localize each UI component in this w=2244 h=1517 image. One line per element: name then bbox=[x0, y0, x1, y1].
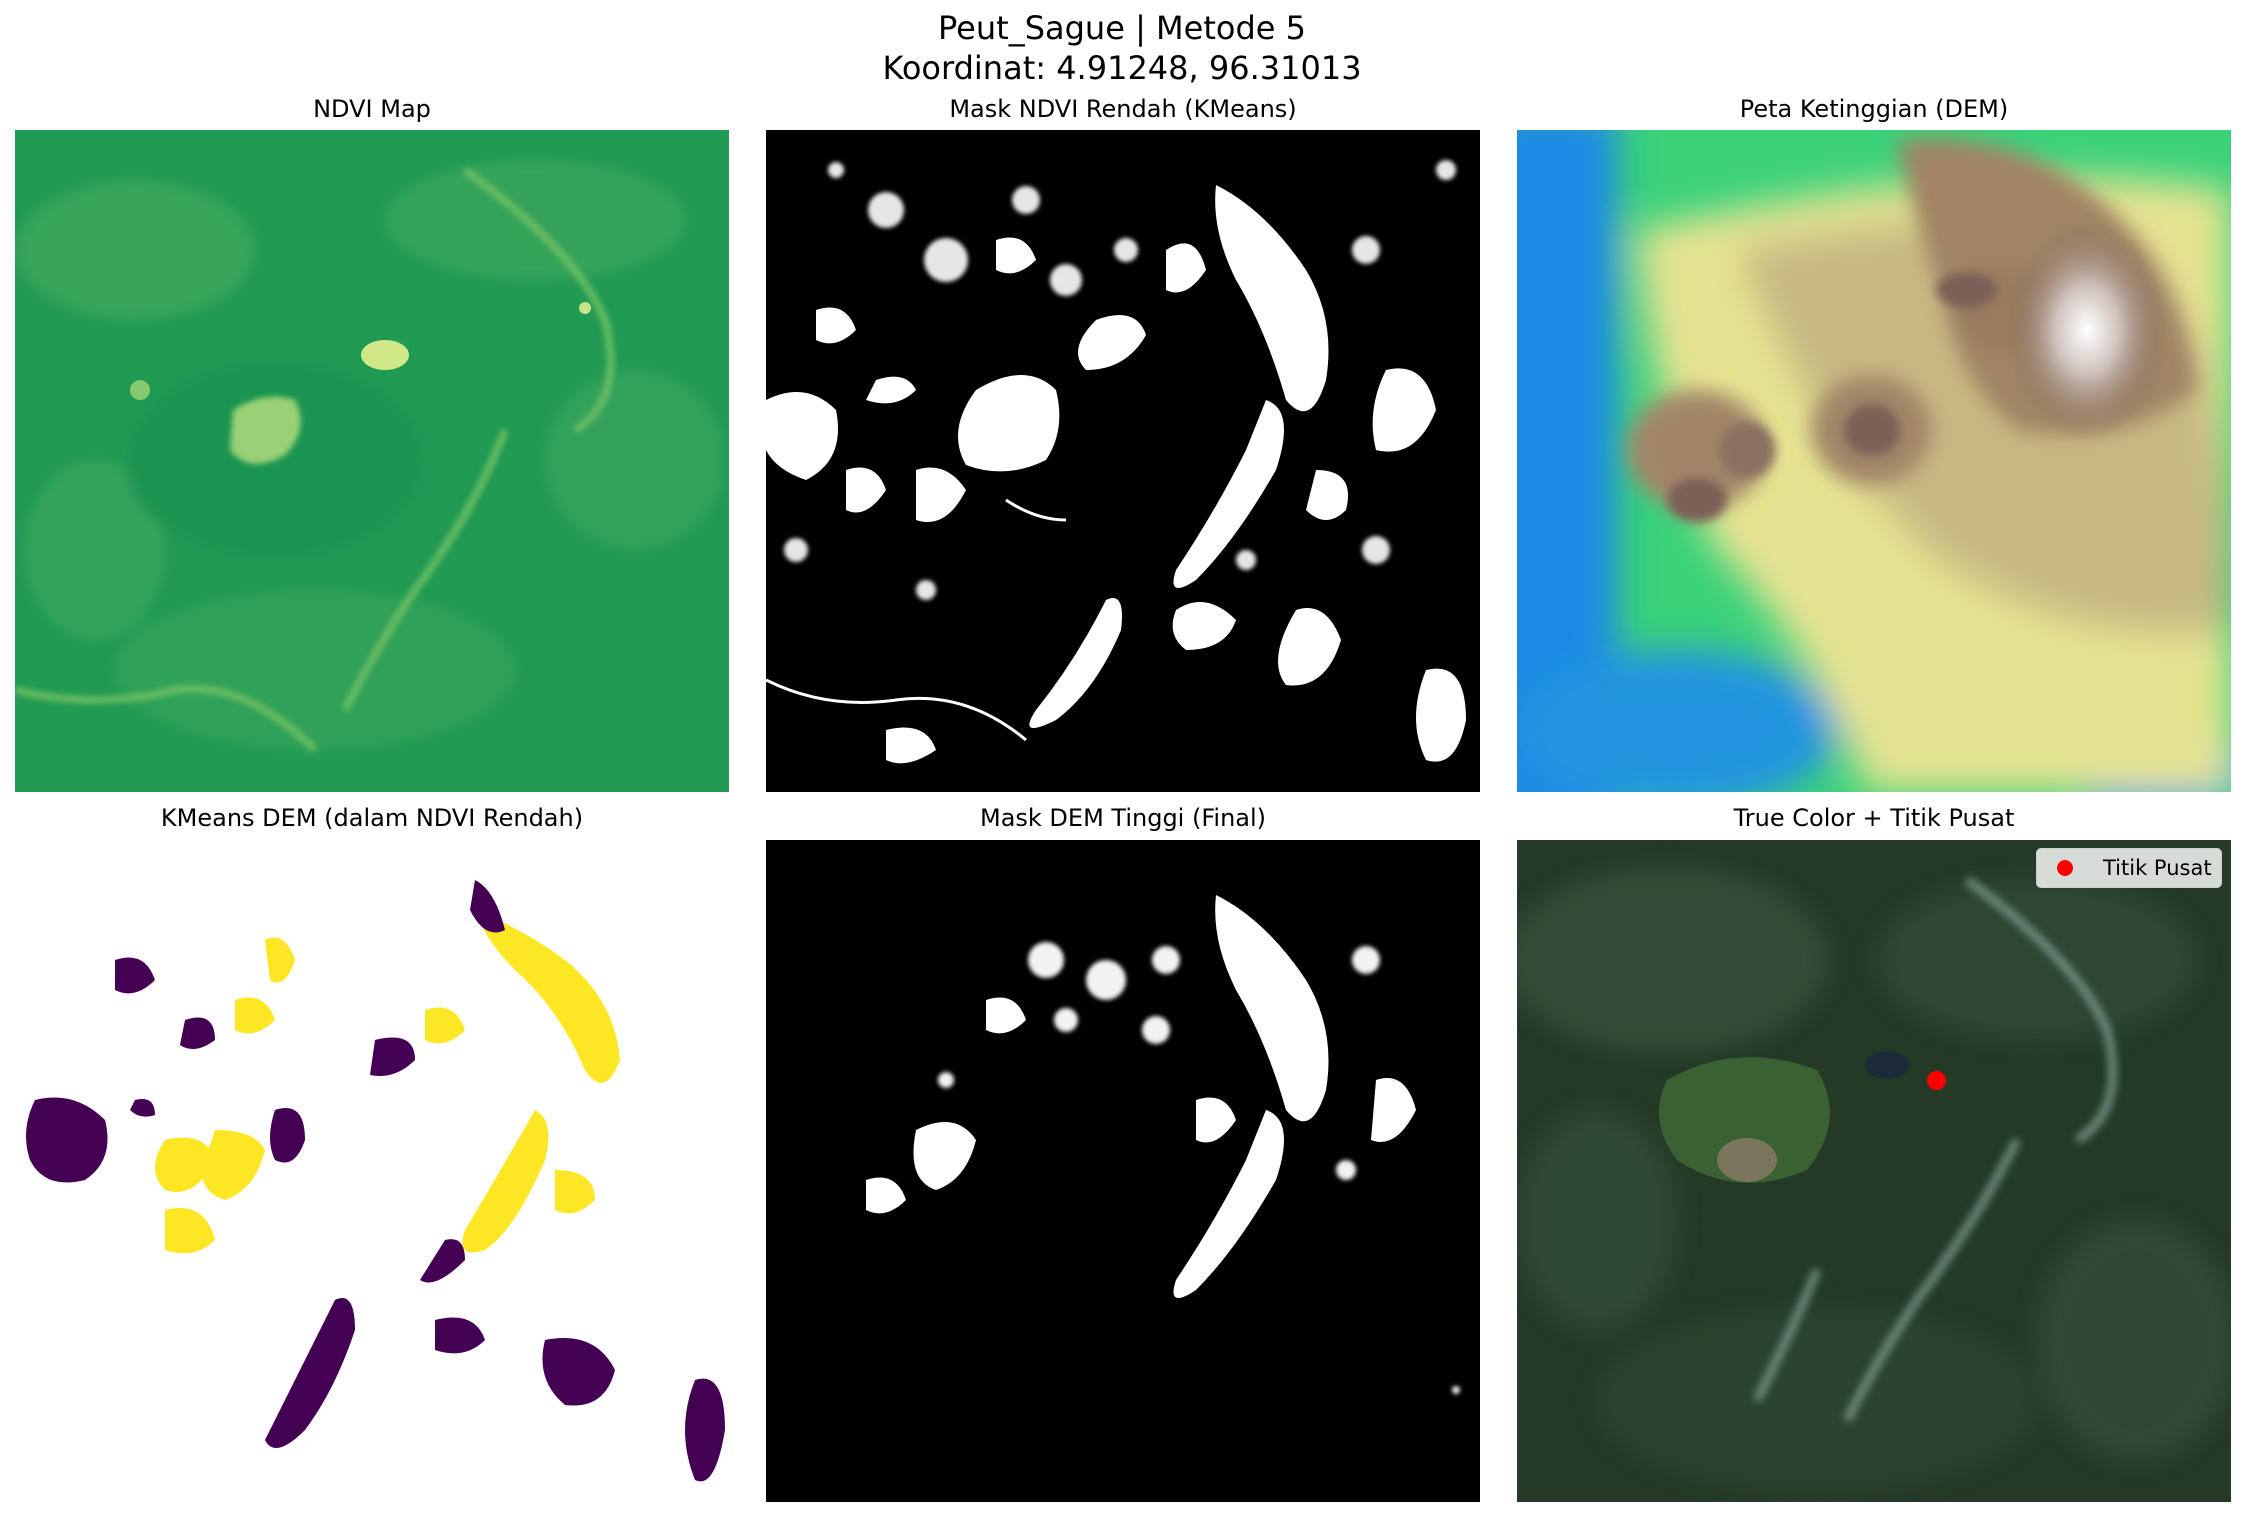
figure-title-line2: Koordinat: 4.91248, 96.31013 bbox=[882, 49, 1362, 87]
panel-title-dem: Peta Ketinggian (DEM) bbox=[1739, 95, 2009, 123]
titik-pusat-marker bbox=[1927, 1071, 1946, 1090]
panel-title-kmeans-dem: KMeans DEM (dalam NDVI Rendah) bbox=[160, 804, 584, 832]
panel-title-mask-ndvi: Mask NDVI Rendah (KMeans) bbox=[949, 95, 1297, 123]
panel-title-true-color: True Color + Titik Pusat bbox=[1733, 804, 2015, 832]
legend-label: Titik Pusat bbox=[2103, 856, 2212, 880]
panel-title-mask-dem: Mask DEM Tinggi (Final) bbox=[979, 804, 1267, 832]
panel-title-ndvi-map: NDVI Map bbox=[313, 95, 431, 123]
ndvi-map-image bbox=[15, 130, 729, 792]
legend: Titik Pusat bbox=[2036, 848, 2222, 888]
kmeans-dem-image bbox=[15, 840, 729, 1502]
mask-dem-tinggi-image bbox=[766, 840, 1480, 1502]
legend-marker bbox=[2057, 860, 2073, 876]
dem-elevation-image bbox=[1517, 130, 2231, 792]
figure-title-line1: Peut_Sague | Metode 5 bbox=[938, 9, 1306, 47]
true-color-image bbox=[1517, 840, 2231, 1502]
mask-ndvi-rendah-image bbox=[766, 130, 1480, 792]
